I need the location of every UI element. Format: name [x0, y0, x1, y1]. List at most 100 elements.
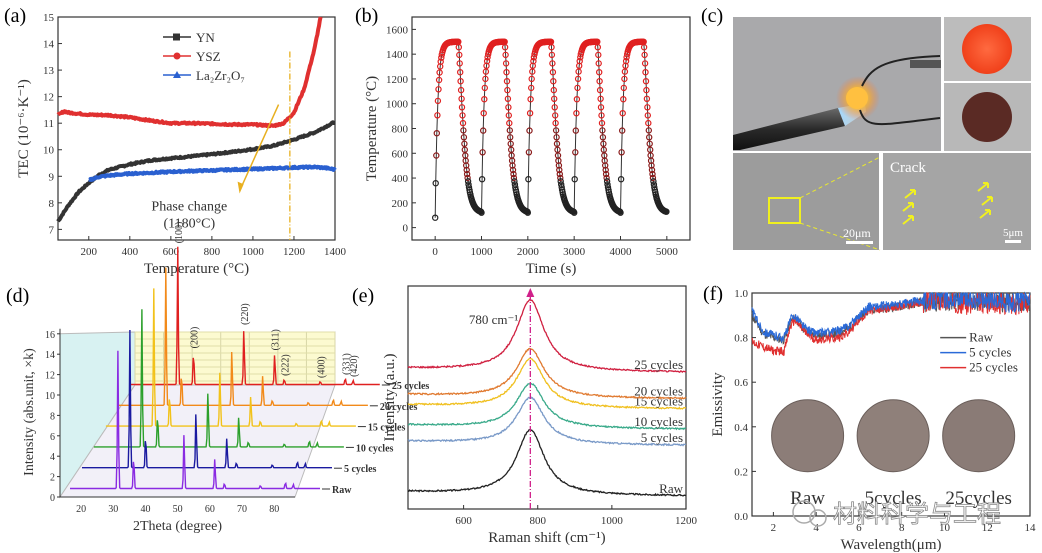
x-tick-label: 600 [455, 515, 472, 527]
data-point [574, 84, 581, 92]
data-point [510, 170, 517, 178]
y-tick-label: 0 [50, 493, 55, 504]
wire-icon [861, 55, 941, 87]
raman-spectrum-25-cycles [407, 298, 687, 373]
data-point [509, 166, 517, 174]
data-point [483, 57, 491, 65]
data-point [594, 44, 602, 51]
data-point [620, 84, 628, 92]
peak-label: (220) [240, 303, 251, 325]
data-point [600, 140, 607, 147]
emissivity-line-5-cycles [751, 291, 1031, 344]
sample-label: Raw [790, 488, 825, 509]
arrow-head [237, 181, 244, 194]
phase-change-arrow [238, 104, 280, 192]
data-point [461, 140, 468, 147]
chart-b: 0 1000 2000 3000 4000 5000 0 200 400 600 800 1000 12… [364, 16, 691, 277]
x-tick-label: 200 [81, 246, 98, 258]
data-point [548, 44, 555, 51]
y-axis-label: Intensity (abs.unit, ×k) [22, 348, 37, 476]
data-point [602, 162, 609, 169]
y-tick-label: 0.2 [734, 466, 748, 478]
data-point [526, 109, 534, 117]
legend-marker-square [173, 33, 180, 41]
data-point [619, 127, 626, 134]
peak-label: (420) [349, 355, 360, 377]
data-point [510, 174, 518, 182]
data-point [459, 119, 467, 127]
data-point [525, 149, 533, 156]
data-point [550, 86, 558, 94]
y-tick-label: 14 [45, 350, 55, 361]
data-point [549, 68, 557, 76]
y-axis-label: TEC (10⁻⁶·K⁻¹) [16, 79, 32, 177]
data-point [478, 175, 486, 183]
panel-label-f: (f) [703, 283, 723, 305]
y-axis-label: Temperature (°C) [364, 76, 380, 181]
panel-label-e: (e) [352, 285, 374, 307]
data-point [648, 162, 655, 169]
glowing-disc-icon [962, 24, 1012, 74]
scale-label-right: 5μm [1003, 227, 1023, 239]
sample-label: 5cycles [865, 488, 922, 509]
y-tick-label: 1.0 [734, 288, 748, 300]
data-point [457, 68, 464, 76]
data-point [529, 68, 536, 75]
data-point [663, 208, 670, 215]
x-tick-label: 4000 [610, 246, 633, 258]
y-tick-label: 7 [49, 224, 55, 236]
x-tick-label: 70 [237, 504, 247, 515]
data-point [455, 44, 462, 51]
sample-disc-icon [856, 399, 930, 473]
data-point [464, 174, 471, 182]
legend-label: La₂Zr₂O₇ [196, 68, 245, 83]
x-tick-label: 400 [122, 246, 139, 258]
series-label: Raw [659, 481, 683, 496]
data-point [617, 175, 625, 183]
peak-marker-arrowhead [526, 288, 535, 297]
y-tick-label: 1000 [386, 99, 409, 111]
data-point [458, 104, 466, 111]
data-point [620, 95, 627, 103]
zoom-line [799, 156, 881, 199]
x-tick-label: 800 [529, 515, 546, 527]
data-point [478, 209, 485, 216]
data-point [482, 68, 490, 75]
data-point [503, 77, 511, 85]
y-tick-label: 0.6 [734, 377, 748, 389]
data-point [573, 109, 580, 117]
x-tick-label: 8 [899, 522, 905, 534]
panel-label-a: (a) [4, 5, 26, 27]
arrow-icon [904, 189, 916, 199]
data-point [433, 129, 440, 137]
raman-spectrum-15-cycles [407, 357, 687, 410]
xrd-pattern-5-cycles [82, 329, 332, 469]
data-point [456, 60, 463, 67]
raman-spectrum-20-cycles [407, 347, 687, 400]
x-tick-label: 2000 [517, 246, 540, 258]
data-point [599, 127, 606, 134]
data-point [551, 95, 558, 103]
peak-label: (200) [190, 327, 201, 349]
y-tick-label: 11 [43, 118, 54, 130]
raman-spectrum-5-cycles [407, 396, 687, 447]
xrd-pattern-20-cycles [117, 267, 368, 406]
data-point [641, 60, 649, 67]
legend-label: YN [196, 30, 215, 45]
y-tick-label: 400 [392, 173, 409, 185]
data-point [621, 68, 629, 75]
data-point [435, 76, 443, 84]
plot-frame [751, 292, 1031, 517]
data-point [550, 77, 557, 85]
chart-a: 200 400 600 800 1000 1200 1400 7 8 9 10 11 12 13 14 15 T… [16, 12, 347, 277]
data-point [557, 178, 564, 185]
crack-arrows [902, 182, 993, 225]
x-axis-label: Raman shift (cm⁻¹) [488, 530, 605, 546]
peak-label: (331) [341, 353, 352, 375]
data-point [463, 170, 471, 178]
x-tick-label: 10 [939, 522, 951, 534]
legend-label: YSZ [196, 49, 221, 64]
data-point [433, 152, 440, 159]
